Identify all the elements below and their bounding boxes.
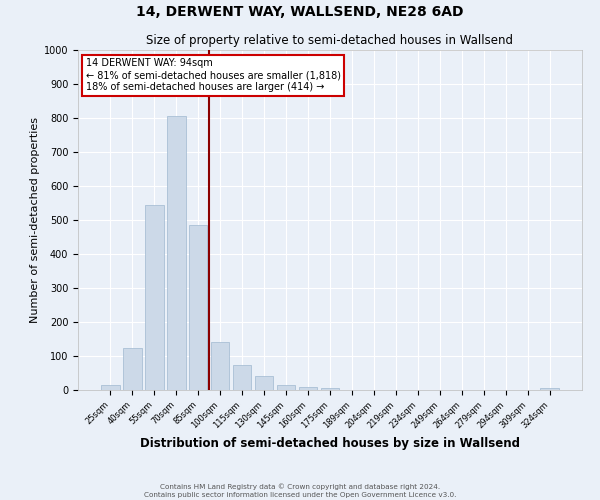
Bar (277, 385, 295, 390)
Bar (189, 225, 208, 390)
Bar (101, 385, 119, 390)
Title: Size of property relative to semi-detached houses in Wallsend: Size of property relative to semi-detach… (146, 34, 514, 48)
Bar (211, 342, 229, 390)
Bar (541, 388, 559, 390)
Bar (255, 376, 274, 390)
Bar (233, 364, 251, 390)
Bar (167, 116, 185, 390)
Bar (299, 386, 317, 390)
Bar (145, 204, 164, 390)
Text: Contains HM Land Registry data © Crown copyright and database right 2024.
Contai: Contains HM Land Registry data © Crown c… (144, 484, 456, 498)
Bar (123, 348, 142, 390)
Text: 14 DERWENT WAY: 94sqm
← 81% of semi-detached houses are smaller (1,818)
18% of s: 14 DERWENT WAY: 94sqm ← 81% of semi-deta… (86, 58, 341, 92)
Bar (320, 388, 340, 390)
Text: 14, DERWENT WAY, WALLSEND, NE28 6AD: 14, DERWENT WAY, WALLSEND, NE28 6AD (136, 5, 464, 19)
Y-axis label: Number of semi-detached properties: Number of semi-detached properties (29, 117, 40, 323)
X-axis label: Distribution of semi-detached houses by size in Wallsend: Distribution of semi-detached houses by … (140, 437, 520, 450)
